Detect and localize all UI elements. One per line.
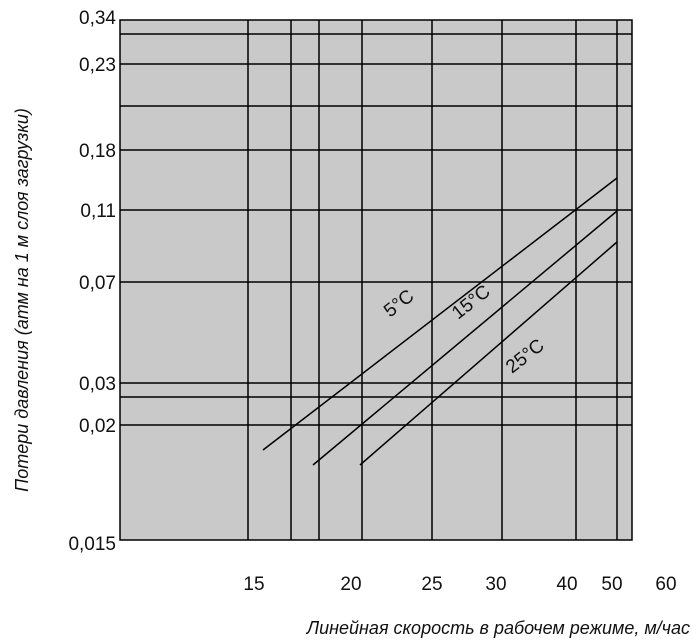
series-line	[262, 177, 618, 451]
y-tick-label: 0,18	[79, 141, 116, 162]
y-tick-label: 0,07	[79, 273, 116, 294]
x-axis-label: Линейная скорость в рабочем режиме, м/ча…	[306, 618, 690, 638]
series-line	[312, 210, 618, 466]
y-tick-label: 0,11	[80, 201, 116, 222]
y-axis-label: Потери давления (атм на 1 м слоя загрузк…	[12, 108, 32, 492]
y-tick-label: 0,015	[68, 534, 116, 555]
y-tick-label: 0,02	[79, 416, 116, 437]
x-tick-label: 60	[655, 574, 676, 595]
x-tick-labels: 15 20 25 30 40 50 60	[243, 574, 676, 595]
y-tick-label: 0,34	[79, 8, 116, 29]
x-tick-label: 30	[485, 574, 506, 595]
x-tick-label: 15	[243, 574, 264, 595]
grid	[120, 20, 632, 540]
x-tick-label: 40	[556, 574, 577, 595]
x-tick-label: 50	[601, 574, 622, 595]
series-group	[262, 177, 618, 466]
x-tick-label: 25	[421, 574, 442, 595]
x-tick-label: 20	[340, 574, 361, 595]
y-tick-label: 0,03	[79, 374, 116, 395]
y-tick-labels: 0,34 0,23 0,18 0,11 0,07 0,03 0,02 0,015	[68, 8, 116, 555]
plot-background	[119, 19, 633, 541]
y-tick-label: 0,23	[79, 55, 116, 76]
series-line	[359, 241, 618, 466]
